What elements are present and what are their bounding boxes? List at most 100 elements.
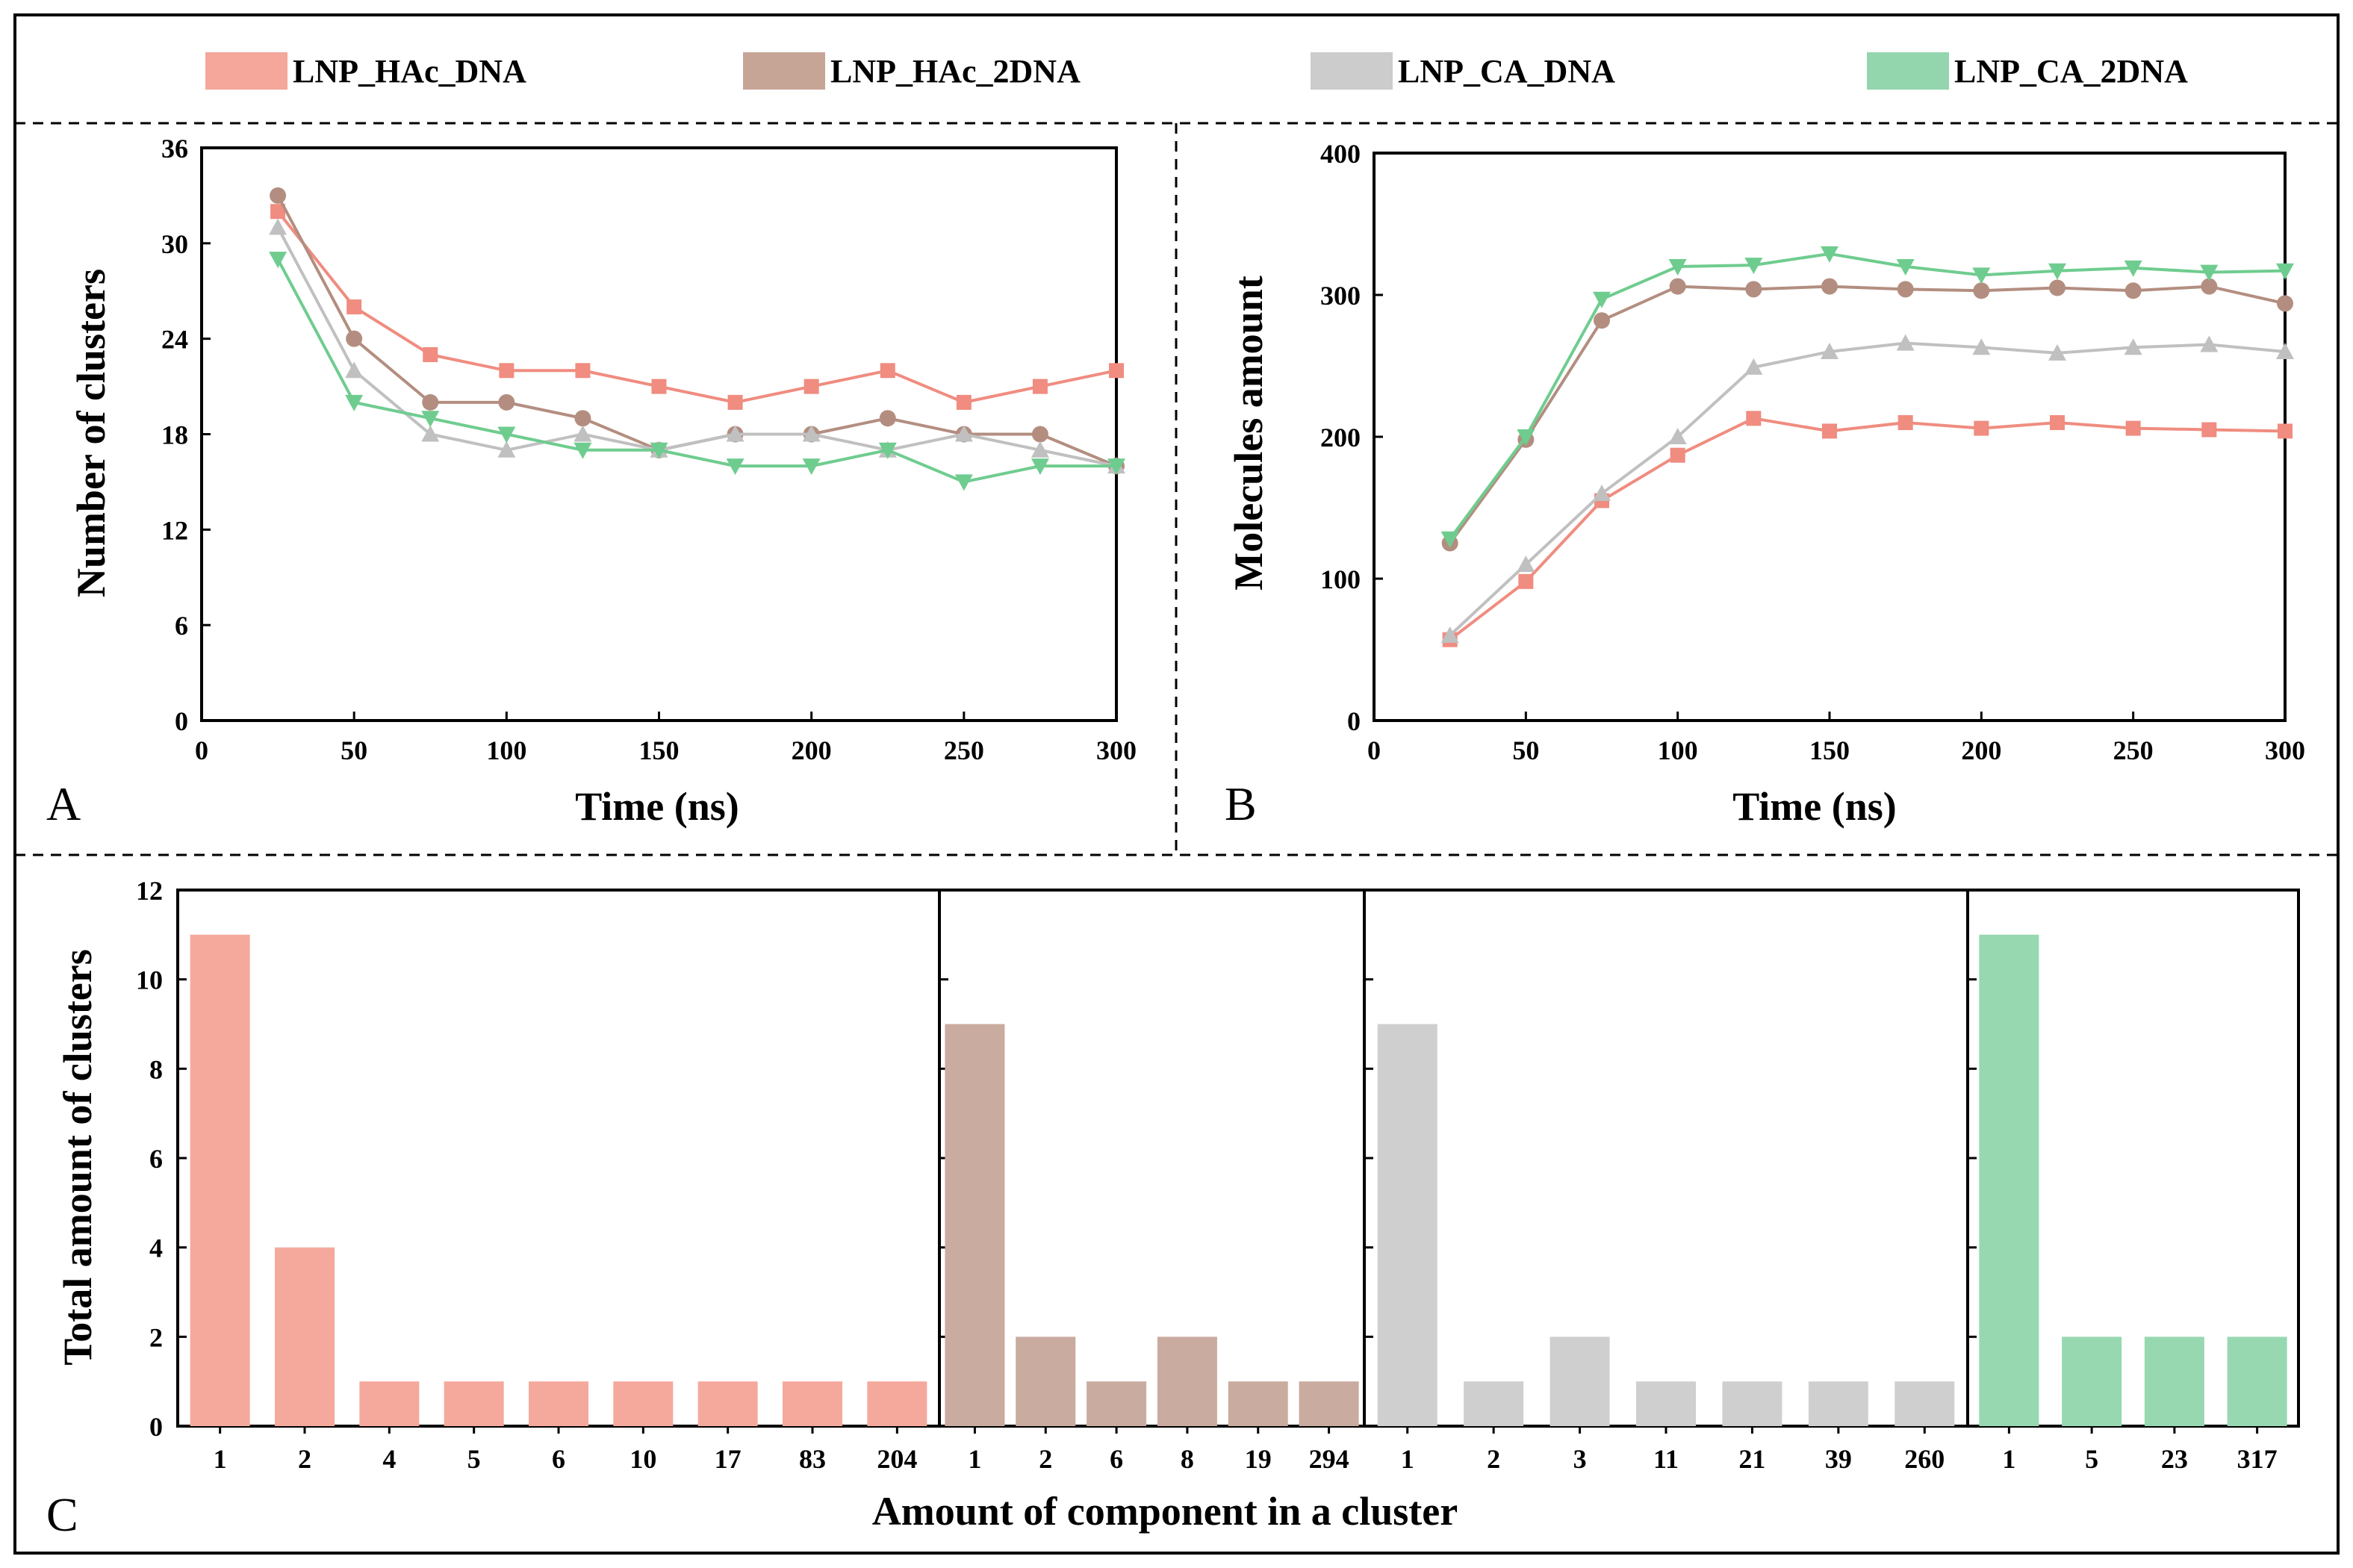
panel-c-ytick-label: 8	[149, 1054, 163, 1084]
panel-b-plot: 0 50 100 150 200 250 300 0 100 200 300 400	[1320, 139, 2305, 765]
panel-c-bar-lnp-hac-dna	[783, 1381, 842, 1426]
panel-b-point-lnp-hac-dna	[2050, 415, 2065, 430]
panel-c-bar-lnp-hac-dna	[697, 1381, 758, 1426]
panel-c-bar-lnp-hac-2dna	[1016, 1337, 1076, 1426]
panel-a-point-lnp-ca-2dna	[345, 394, 364, 411]
panel-b-point-lnp-ca-dna	[1972, 338, 1991, 355]
panel-b-point-lnp-hac-dna	[1974, 420, 1989, 436]
legend-label-3: LNP_CA_2DNA	[1954, 53, 2188, 90]
panel-a-point-lnp-hac-2dna	[270, 187, 287, 204]
panel-c-bar-lnp-ca-dna	[1636, 1381, 1696, 1426]
panel-b-point-lnp-hac-dna	[1746, 411, 1762, 426]
panel-b-xtick-label: 0	[1367, 735, 1381, 765]
legend-swatch-3	[1867, 52, 1949, 90]
panel-c: 1 2 4 5 6 10 17 83 204 1 2 6 8 19 294 1 2 3 11 21 39 260 1 5 23 3…	[46, 876, 2300, 1541]
panel-a-point-lnp-ca-2dna	[650, 442, 668, 459]
panel-b-xtick-label: 200	[1961, 735, 2001, 765]
panel-c-subplot-frame-lnp-ca-dna	[1363, 889, 1969, 1428]
panel-a-point-lnp-hac-dna	[651, 379, 667, 394]
panel-b-point-lnp-ca-2dna	[2124, 260, 2142, 277]
panel-c-ylabel: Total amount of clusters	[55, 949, 100, 1366]
panel-c-xtick-label: 6	[1110, 1444, 1123, 1474]
panel-a-ytick-label: 36	[161, 134, 188, 164]
panel-c-bar-lnp-hac-dna	[613, 1381, 674, 1426]
panel-b-point-lnp-ca-dna	[2124, 338, 2142, 355]
panel-a-xtick-label: 250	[944, 735, 984, 765]
panel-b-point-lnp-hac-dna	[1670, 447, 1685, 463]
panel-b-point-lnp-ca-2dna	[2048, 263, 2066, 280]
panel-c-xlabel: Amount of component in a cluster	[872, 1489, 1458, 1534]
panel-c-xtick-label: 3	[1573, 1444, 1587, 1474]
panel-b-point-lnp-ca-2dna	[1593, 291, 1611, 308]
panel-a-point-lnp-hac-2dna	[422, 393, 439, 411]
panel-a-point-lnp-hac-2dna	[498, 393, 515, 411]
panel-a-point-lnp-ca-2dna	[497, 426, 516, 444]
panel-b-xtick-label: 150	[1809, 735, 1850, 765]
panel-a-point-lnp-hac-dna	[727, 394, 743, 410]
panel-b-letter: B	[1225, 777, 1257, 830]
panel-b-xtick-label: 50	[1512, 735, 1539, 765]
panel-b-line-lnp-ca-2dna	[1449, 252, 2286, 540]
panel-a-point-lnp-ca-2dna	[726, 458, 745, 476]
panel-b-point-lnp-hac-dna	[1822, 423, 1837, 439]
panel-c-bar-lnp-hac-dna	[444, 1381, 504, 1426]
panel-c-bar-lnp-hac-dna	[529, 1381, 588, 1426]
panel-b-ylabel: Molecules amount	[1226, 276, 1271, 590]
panel-b-point-lnp-hac-2dna	[1669, 278, 1686, 295]
panel-c-xtick-label: 6	[552, 1444, 565, 1474]
panel-b-point-lnp-hac-2dna	[1745, 281, 1762, 298]
panel-a-point-lnp-ca-2dna	[954, 474, 973, 491]
panel-a-ytick-label: 6	[175, 611, 188, 641]
legend: LNP_HAc_DNA LNP_HAc_2DNA LNP_CA_DNA LNP_…	[205, 52, 2188, 90]
panel-b-line-lnp-ca-dna	[1449, 341, 2286, 637]
panel-a-point-lnp-hac-2dna	[1031, 426, 1048, 443]
panel-b-point-lnp-hac-dna	[1897, 415, 1913, 430]
panel-c-xtick-label: 23	[2161, 1444, 2188, 1474]
panel-a-xtick-label: 50	[341, 735, 367, 765]
panel-a-line-lnp-ca-dna	[276, 226, 1117, 468]
panel-c-bar-lnp-hac-2dna	[1228, 1381, 1288, 1426]
panel-a-point-lnp-hac-dna	[575, 363, 591, 379]
panel-c-xtick-label: 10	[630, 1444, 656, 1474]
panel-a-point-lnp-ca-2dna	[802, 458, 821, 476]
panel-c-ytick-label: 4	[149, 1233, 163, 1263]
panel-b-point-lnp-hac-2dna	[1594, 312, 1610, 329]
panel-a-point-lnp-ca-2dna	[1107, 458, 1125, 476]
panel-c-bar-lnp-ca-dna	[1377, 1024, 1437, 1426]
panel-a-point-lnp-hac-dna	[1032, 379, 1048, 394]
panel-a-ytick-label: 12	[161, 515, 188, 545]
panel-c-bar-lnp-hac-dna	[867, 1381, 927, 1426]
panel-b-point-lnp-ca-dna	[1517, 556, 1535, 572]
panel-a-line-lnp-ca-2dna	[276, 258, 1116, 484]
panel-c-xtick-label: 260	[1904, 1444, 1945, 1474]
panel-b-point-lnp-hac-2dna	[2124, 282, 2142, 299]
panel-a-xlabel: Time (ns)	[575, 784, 739, 829]
panel-b-point-lnp-ca-2dna	[1668, 259, 1687, 276]
panel-b-point-lnp-hac-2dna	[1897, 281, 1914, 298]
panel-c-bar-lnp-hac-dna	[275, 1247, 335, 1426]
panel-a-point-lnp-ca-dna	[421, 425, 440, 442]
panel-a-point-lnp-hac-dna	[956, 394, 972, 410]
legend-swatch-0	[205, 52, 287, 90]
panel-c-bar-lnp-ca-dna	[1808, 1381, 1868, 1426]
panel-b-point-lnp-hac-2dna	[1973, 282, 1990, 299]
figure-frame	[13, 13, 2340, 1555]
panel-a-xtick-label: 300	[1096, 735, 1137, 765]
panel-a-point-lnp-hac-dna	[803, 379, 819, 394]
panel-c-bar-lnp-ca-dna	[1894, 1381, 1955, 1426]
panel-b-point-lnp-ca-2dna	[1744, 258, 1763, 275]
legend-label-2: LNP_CA_DNA	[1398, 53, 1615, 90]
panel-a-ylabel: Number of clusters	[69, 269, 114, 597]
panel-b-point-lnp-ca-2dna	[1972, 267, 1991, 284]
panel-c-xtick-label: 11	[1653, 1444, 1679, 1474]
panel-b-point-lnp-hac-dna	[2125, 420, 2141, 436]
panel-c-xtick-label: 1	[214, 1444, 227, 1474]
panel-a-point-lnp-hac-dna	[880, 363, 895, 379]
panel-c-ytick-label: 6	[149, 1144, 163, 1174]
panel-b-point-lnp-hac-2dna	[1821, 278, 1838, 295]
panel-a-xtick-label: 200	[792, 735, 832, 765]
panel-a-point-lnp-hac-dna	[346, 299, 362, 315]
panel-b-line-lnp-hac-dna	[1449, 417, 2286, 641]
legend-label-0: LNP_HAc_DNA	[293, 53, 526, 90]
panel-b-point-lnp-hac-2dna	[2277, 295, 2293, 312]
